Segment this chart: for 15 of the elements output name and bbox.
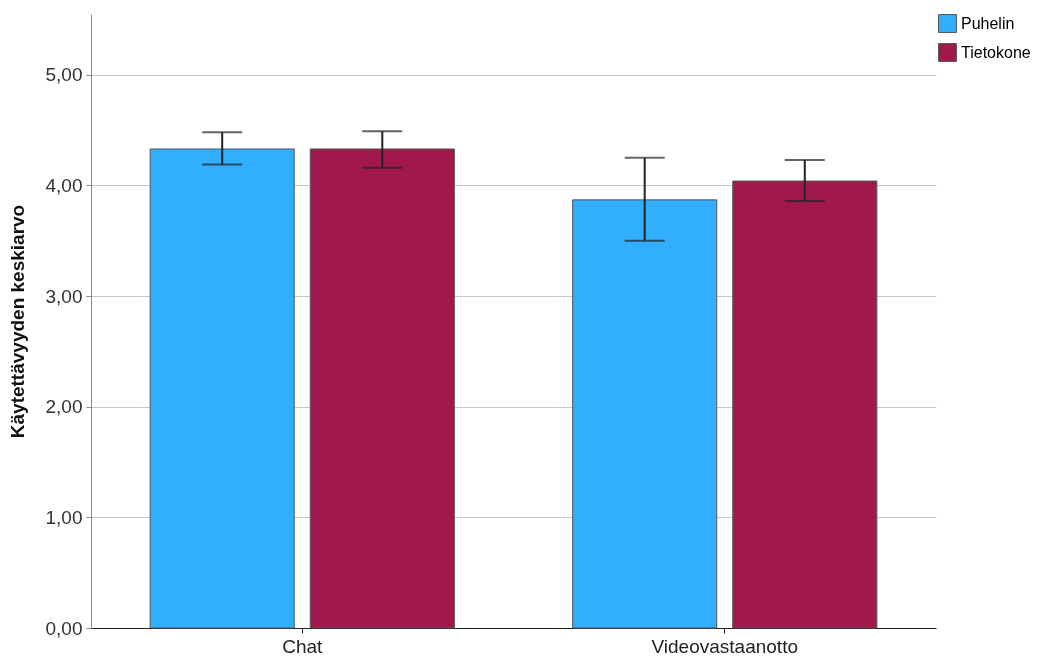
bar xyxy=(732,180,878,629)
y-tick-label: 1,00 xyxy=(45,506,83,528)
bar xyxy=(149,148,295,629)
legend-label: Puhelin xyxy=(961,14,1015,32)
y-tick-label: 5,00 xyxy=(45,64,83,86)
x-tick-label: Chat xyxy=(282,635,324,657)
y-tick-label: 0,00 xyxy=(45,617,83,639)
legend-label: Tietokone xyxy=(961,43,1031,61)
y-axis-title: Käytettävyyden keskiarvo xyxy=(6,204,28,439)
bar xyxy=(572,199,718,629)
bar xyxy=(309,148,455,629)
x-tick-label: Videovastaanotto xyxy=(651,635,798,657)
y-tick-label: 4,00 xyxy=(45,174,83,196)
y-tick-label: 3,00 xyxy=(45,285,83,307)
y-tick-label: 2,00 xyxy=(45,396,83,418)
